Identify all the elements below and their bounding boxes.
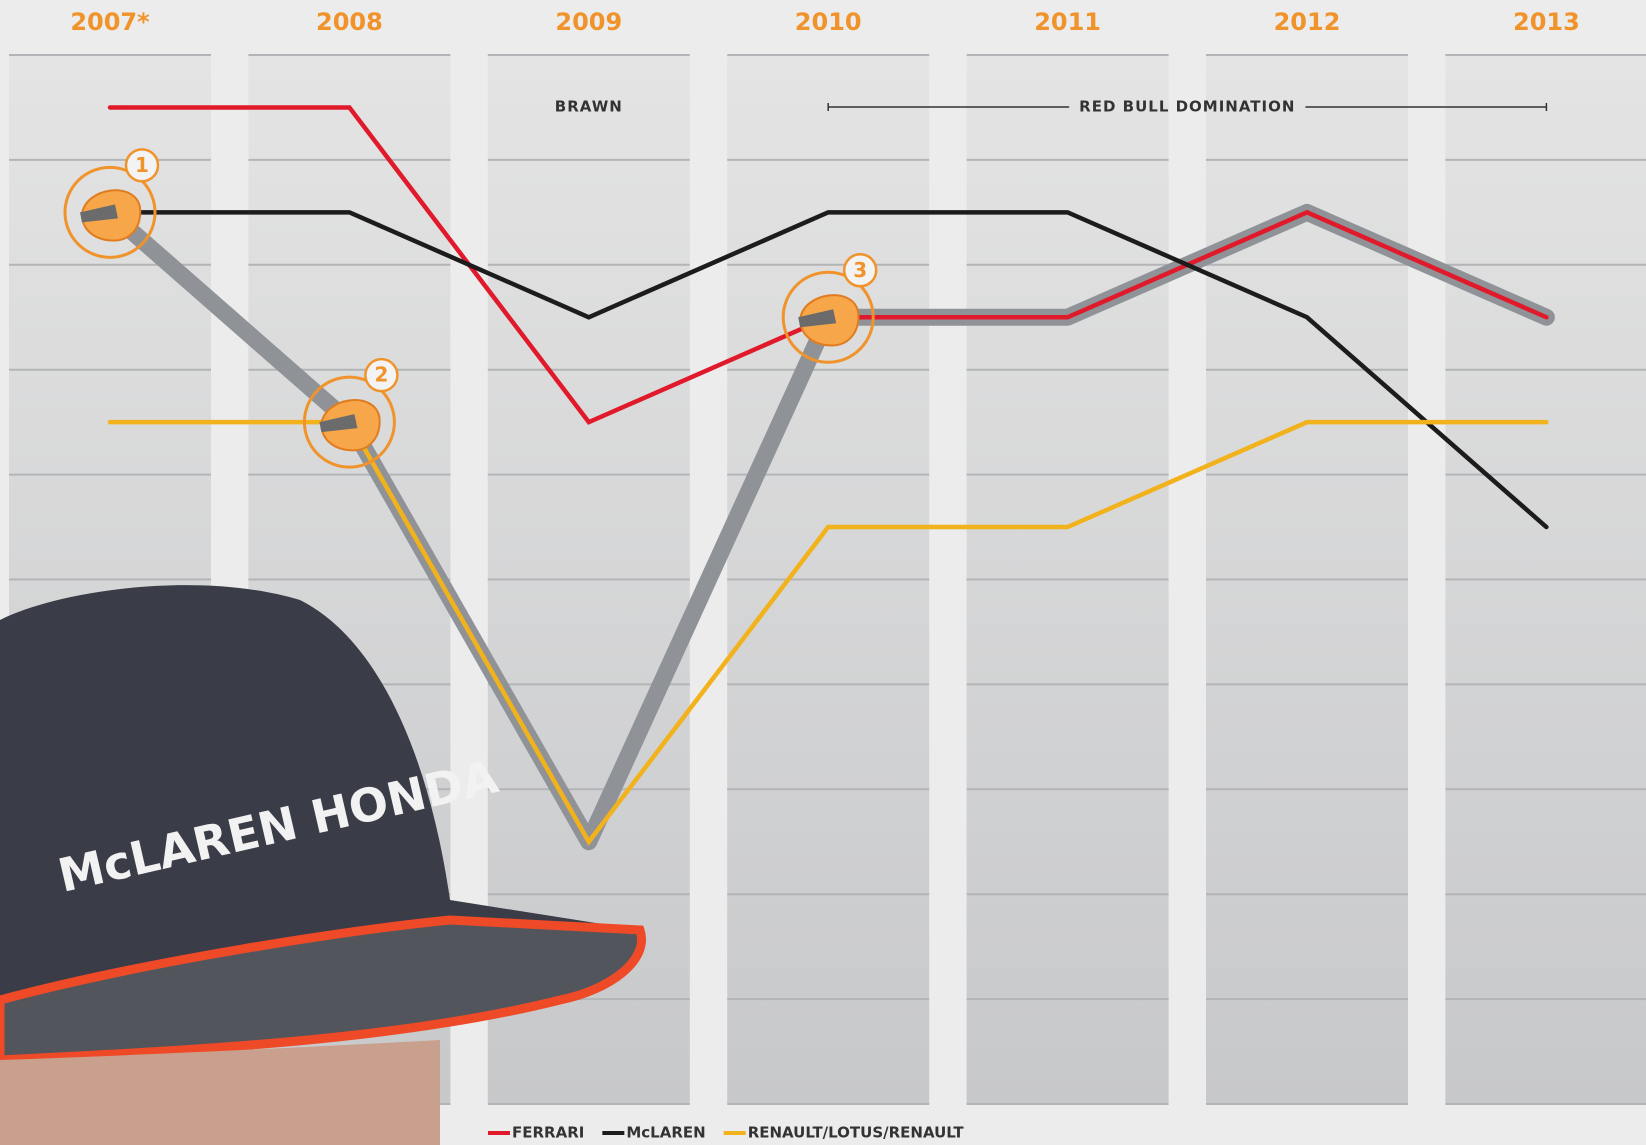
legend-label: McLAREN [626,1124,705,1142]
period-label: BRAWN [555,98,623,116]
period-label: RED BULL DOMINATION [1079,98,1295,116]
x-tick-label: 2009 [555,8,622,36]
marker-label: 1 [135,153,149,177]
x-tick-label: 2012 [1274,8,1341,36]
legend-label: FERRARI [512,1124,584,1142]
legend-label: RENAULT/LOTUS/RENAULT [748,1124,965,1142]
marker-label: 3 [853,258,867,282]
x-tick-label: 2007* [70,8,150,36]
chart: 2007*200820092010201120122013 McLAREN HO… [0,0,1646,1145]
x-tick-label: 2010 [795,8,862,36]
marker-label: 2 [374,363,388,387]
x-tick-label: 2008 [316,8,383,36]
x-tick-label: 2011 [1034,8,1101,36]
x-tick-label: 2013 [1513,8,1580,36]
